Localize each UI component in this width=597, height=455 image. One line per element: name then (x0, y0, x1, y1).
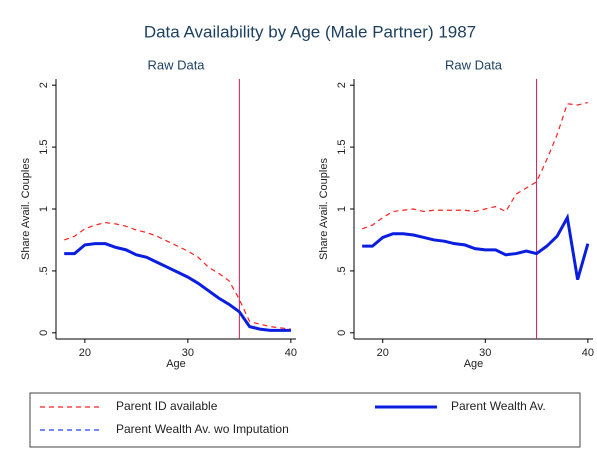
data-line (64, 222, 291, 330)
x-tick-label: 30 (182, 347, 194, 359)
x-axis-label: Age (166, 358, 186, 370)
y-axis-label: Share Avail. Couples (20, 158, 32, 260)
y-tick-label: .5 (336, 266, 348, 275)
x-tick-label: 40 (285, 347, 297, 359)
x-axis-label: Age (464, 358, 484, 370)
x-tick-label: 20 (377, 347, 389, 359)
y-tick-label: 2 (38, 82, 50, 88)
legend-label: Parent ID available (116, 399, 218, 413)
y-tick-label: 0 (38, 330, 50, 336)
data-line (64, 242, 291, 332)
x-tick-label: 30 (479, 347, 491, 359)
x-tick-label: 40 (582, 347, 594, 359)
y-tick-label: 1.5 (336, 139, 348, 154)
y-tick-label: 1 (38, 206, 50, 212)
chart-title: Data Availability by Age (Male Partner) … (144, 22, 476, 41)
legend-label: Parent Wealth Av. wo Imputation (116, 422, 289, 436)
y-axis-label: Share Avail. Couples (318, 158, 330, 260)
x-tick-label: 20 (79, 347, 91, 359)
y-tick-label: 0 (336, 330, 348, 336)
subplot-title: Raw Data (445, 57, 503, 72)
y-tick-label: 2 (336, 82, 348, 88)
y-tick-label: 1.5 (38, 139, 50, 154)
legend-box (29, 392, 581, 448)
subplot-title: Raw Data (147, 57, 205, 72)
data-line (362, 101, 589, 230)
y-tick-label: .5 (38, 266, 50, 275)
y-tick-label: 1 (336, 206, 348, 212)
legend-label: Parent Wealth Av. (451, 399, 546, 413)
data-line (362, 213, 590, 280)
